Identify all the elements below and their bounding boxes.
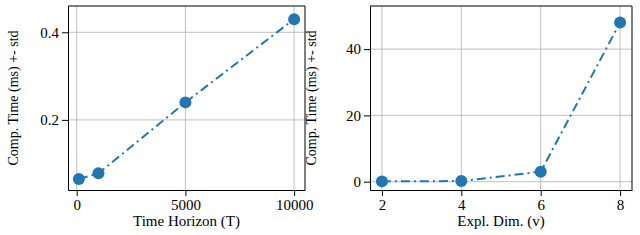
- tick-mark: [382, 190, 383, 196]
- tick-mark: [541, 190, 542, 196]
- axis-line: [370, 7, 371, 191]
- tick: 8: [617, 190, 625, 213]
- y-axis-title: Comp. Time (ms) +- std: [304, 30, 320, 165]
- marker: [288, 13, 300, 25]
- tick-label: 20: [346, 108, 361, 124]
- tick: 10000: [276, 190, 314, 213]
- panel: 2 4 6 8 0 20 40 Expl. Dim. (v) Comp. Time (ms) +…: [304, 6, 633, 230]
- grid-line: [68, 32, 305, 33]
- grid: [370, 6, 632, 190]
- tick: 4: [458, 190, 466, 213]
- y-axis: 0.2 0.4: [40, 7, 68, 191]
- tick-mark: [364, 115, 370, 116]
- tick: 6: [537, 190, 545, 213]
- marker: [179, 96, 191, 108]
- y-axis-title: Comp. Time (ms) +- std: [6, 30, 22, 165]
- plot-area: [376, 17, 626, 188]
- grid-line: [370, 49, 632, 50]
- tick-mark: [620, 190, 621, 196]
- line: [382, 23, 620, 182]
- tick-label: 0: [354, 174, 362, 190]
- grid-line: [370, 115, 632, 116]
- x-axis: 2 4 6 8: [371, 190, 633, 213]
- tick-label: 0.2: [40, 112, 59, 128]
- frame: [370, 6, 632, 7]
- grid-line: [461, 6, 462, 190]
- tick-label: 40: [346, 41, 361, 57]
- frame: [632, 6, 633, 190]
- plot-area: [73, 13, 300, 185]
- marker: [73, 173, 85, 185]
- tick-label: 5000: [171, 197, 201, 213]
- tick: 5000: [171, 190, 201, 213]
- tick-label: 2: [379, 197, 387, 213]
- grid-line: [68, 119, 305, 120]
- tick-label: 0: [73, 197, 81, 213]
- tick-label: 10000: [276, 197, 314, 213]
- y-axis: 0 20 40: [346, 7, 371, 191]
- x-axis-title: Time Horizon (T): [133, 213, 240, 230]
- tick: 0: [73, 190, 81, 213]
- tick-mark: [294, 190, 295, 196]
- tick-mark: [185, 190, 186, 196]
- marker: [92, 167, 104, 179]
- tick-label: 4: [458, 197, 466, 213]
- frame: [68, 6, 305, 7]
- tick-mark: [461, 190, 462, 196]
- line: [79, 19, 294, 179]
- axis-line: [371, 190, 633, 191]
- grid-line: [540, 6, 541, 190]
- tick: 0.4: [40, 25, 68, 41]
- tick: 0: [354, 174, 371, 190]
- x-axis: 0 5000 10000: [69, 190, 314, 213]
- grid-line: [294, 6, 295, 190]
- panel: 0 5000 10000 0.2 0.4 Time Horizon (T) Comp. Ti…: [6, 6, 313, 230]
- axis-line: [69, 190, 306, 191]
- tick-label: 6: [537, 197, 545, 213]
- figure: 0 5000 10000 0.2 0.4 Time Horizon (T) Comp. Ti…: [0, 0, 640, 235]
- tick: 2: [379, 190, 387, 213]
- grid: [68, 6, 305, 190]
- tick-mark: [62, 120, 68, 121]
- tick-mark: [77, 190, 78, 196]
- tick-label: 8: [617, 197, 625, 213]
- tick: 20: [346, 108, 370, 124]
- grid-line: [76, 6, 77, 190]
- marker: [614, 17, 626, 29]
- marker: [535, 166, 547, 178]
- tick: 0.2: [40, 112, 68, 128]
- tick-label: 0.4: [40, 25, 59, 41]
- grid-line: [620, 6, 621, 190]
- grid-line: [381, 6, 382, 190]
- tick-mark: [364, 49, 370, 50]
- x-axis-title: Expl. Dim. (v): [457, 213, 545, 230]
- tick-mark: [364, 182, 370, 183]
- marker: [455, 175, 467, 187]
- axis-line: [68, 7, 69, 191]
- tick: 40: [346, 41, 370, 57]
- marker: [376, 175, 388, 187]
- tick-mark: [62, 32, 68, 33]
